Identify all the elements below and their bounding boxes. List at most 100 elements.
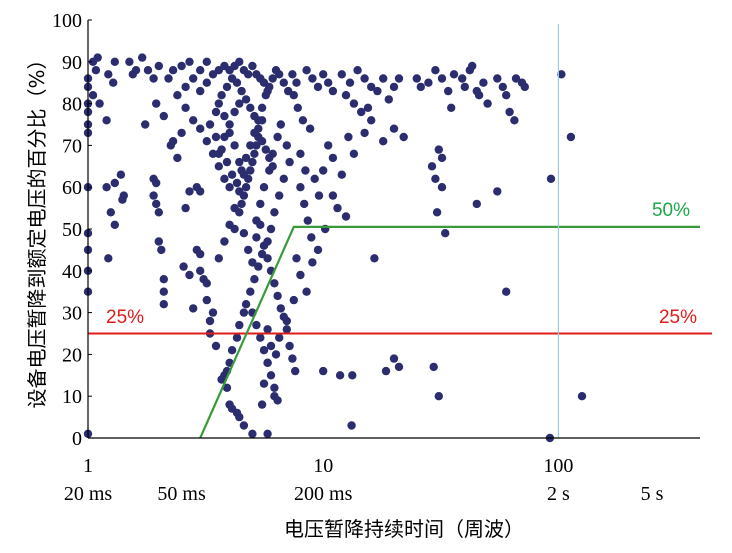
- data-point: [230, 107, 239, 117]
- x-time-label: 20 ms: [64, 483, 113, 505]
- data-point: [110, 178, 120, 188]
- data-point: [232, 333, 242, 342]
- data-point: [483, 99, 492, 108]
- data-point: [246, 103, 255, 113]
- data-point: [345, 78, 355, 87]
- data-point: [222, 157, 232, 167]
- data-point: [308, 258, 317, 267]
- data-point: [235, 187, 244, 196]
- y-tick-label: 10: [62, 386, 82, 408]
- data-point: [502, 91, 511, 100]
- data-point: [266, 341, 276, 351]
- y-tick-label: 40: [62, 261, 82, 283]
- data-point: [474, 91, 484, 100]
- data-point: [152, 178, 161, 188]
- data-point: [214, 254, 223, 263]
- data-point: [347, 421, 356, 430]
- data-point: [256, 199, 265, 209]
- data-point: [159, 287, 168, 296]
- data-point: [152, 99, 161, 108]
- data-point: [273, 396, 282, 405]
- data-point: [266, 224, 276, 234]
- data-point: [181, 103, 190, 113]
- data-point: [302, 287, 311, 296]
- data-point: [109, 78, 118, 87]
- data-point: [263, 358, 272, 367]
- data-point: [196, 266, 205, 275]
- data-point: [254, 262, 263, 271]
- data-point: [263, 254, 272, 263]
- x-axis-title: 电压暂降持续时间（周波）: [284, 517, 524, 541]
- data-point: [324, 78, 333, 87]
- data-point: [292, 254, 301, 263]
- data-point: [292, 78, 301, 87]
- data-point: [341, 91, 351, 100]
- annotations: 25% 25% 50%: [106, 200, 697, 328]
- data-point: [298, 116, 308, 125]
- data-point: [102, 116, 111, 125]
- data-point: [189, 304, 198, 313]
- data-point: [220, 174, 229, 183]
- data-point: [159, 275, 168, 284]
- data-point: [263, 325, 272, 334]
- data-point: [389, 82, 399, 92]
- data-point: [319, 70, 328, 79]
- data-point: [305, 124, 315, 133]
- data-point: [254, 116, 263, 125]
- data-point: [235, 320, 244, 330]
- data-point: [510, 116, 519, 125]
- data-point: [256, 220, 265, 229]
- data-point: [257, 103, 267, 113]
- data-point: [447, 103, 456, 113]
- data-point: [479, 78, 488, 87]
- data-point: [460, 82, 469, 92]
- data-point: [173, 153, 182, 163]
- data-point: [93, 53, 102, 62]
- data-point: [348, 371, 357, 380]
- data-point: [493, 187, 502, 196]
- y-tick-label: 80: [62, 94, 82, 116]
- data-point: [185, 57, 194, 66]
- x-time-label: 5 s: [641, 483, 664, 505]
- data-point: [328, 86, 338, 96]
- data-point: [88, 91, 98, 100]
- data-point: [319, 166, 328, 175]
- data-point: [285, 157, 294, 167]
- y-tick-label: 0: [72, 428, 82, 450]
- data-point: [237, 166, 246, 175]
- data-point: [179, 262, 188, 271]
- data-point: [284, 86, 293, 96]
- data-point: [282, 325, 291, 334]
- green-threshold-line: [199, 225, 700, 439]
- data-point: [444, 86, 453, 96]
- red-label-right: 25%: [659, 307, 697, 328]
- data-point: [220, 111, 229, 121]
- data-point: [250, 275, 259, 284]
- data-point: [164, 74, 173, 83]
- scatter-points: [83, 53, 587, 443]
- data-point: [302, 66, 311, 75]
- data-point: [230, 203, 239, 213]
- data-point: [149, 191, 158, 200]
- data-point: [181, 203, 190, 213]
- data-point: [441, 229, 450, 238]
- data-point: [250, 149, 259, 158]
- data-point: [143, 66, 153, 75]
- data-point: [196, 249, 205, 259]
- data-point: [432, 208, 442, 217]
- data-point: [181, 82, 190, 92]
- data-point: [241, 153, 251, 163]
- data-point: [214, 162, 223, 171]
- data-point: [246, 287, 255, 296]
- data-point: [546, 174, 556, 183]
- data-point: [252, 320, 261, 330]
- data-point: [177, 128, 186, 138]
- data-point: [373, 86, 382, 96]
- data-point: [205, 316, 215, 326]
- data-point: [349, 99, 359, 108]
- data-point: [202, 279, 211, 288]
- y-tick-label: 30: [62, 303, 82, 325]
- data-point: [225, 220, 234, 229]
- data-point: [248, 429, 257, 438]
- data-point: [367, 82, 376, 92]
